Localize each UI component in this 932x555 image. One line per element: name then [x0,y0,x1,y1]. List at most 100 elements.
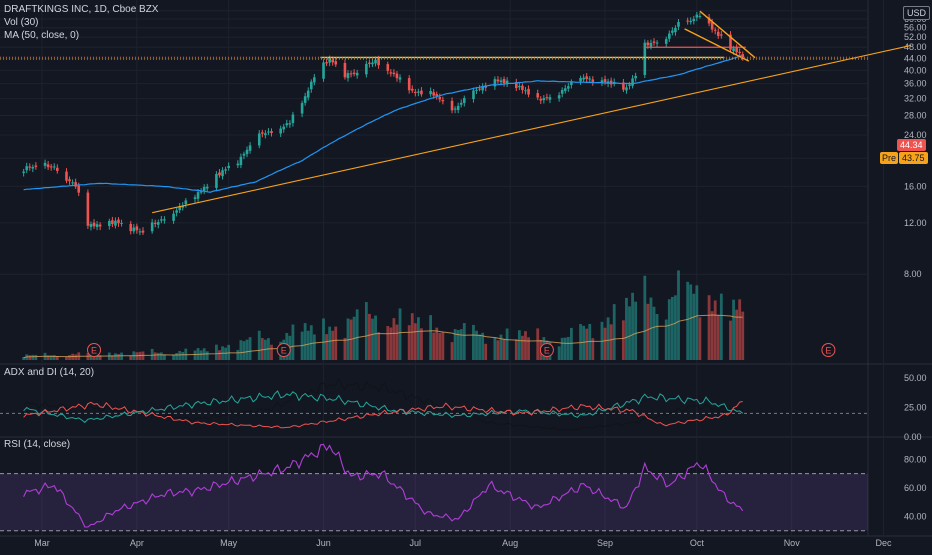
earnings-marker[interactable] [539,343,554,357]
wedge-lower-line[interactable] [684,28,750,62]
earnings-marker-label: E [91,346,97,356]
adx-tick-label: 0.00 [904,432,922,442]
volume-bar [407,325,411,360]
candle-body [414,91,417,93]
volume-bar [257,330,261,360]
volume-bar [622,320,625,360]
volume-bar [392,318,396,360]
volume-bar [239,340,243,360]
ma-label[interactable]: MA (50, close, 0) [4,30,80,41]
price-pane[interactable] [0,10,912,236]
candle-body [322,62,325,79]
volume-bar [236,349,240,360]
candle-body [328,58,331,63]
adx-tick-label: 25.00 [904,402,927,412]
volume-bar [527,337,530,360]
volume-bar [306,330,310,360]
candle-body [686,20,689,22]
volume-bar [218,350,221,360]
candle-body [502,78,506,84]
candle-body [668,33,671,39]
volume-bar [420,328,423,360]
candle-body [732,48,735,52]
volume-bar [591,338,595,360]
candle-body [368,62,371,64]
volume-bar [459,329,463,360]
volume-bar [609,324,613,360]
volume-bar [117,354,120,360]
candle-body [52,166,56,168]
volume-bar [355,309,359,360]
volume-bar [674,295,677,360]
currency-button[interactable]: USD [903,6,931,20]
volume-bar [453,329,457,360]
candle-body [481,86,484,91]
candle-body [521,85,524,90]
volume-bar [582,325,586,360]
volume-bar [309,325,313,360]
wedge-upper-line[interactable] [699,10,756,59]
volume-bar [475,330,478,360]
adx-series-minusdi [23,401,743,429]
candle-body [132,227,136,232]
volume-bar [563,337,567,360]
volume-bar [698,317,702,360]
candle-body [202,186,206,191]
candle-body [334,61,338,65]
candle-body [156,222,160,225]
volume-bar [588,323,592,360]
candle-body [625,87,628,91]
volume-label[interactable]: Vol (30) [4,17,39,28]
volume-bar [328,326,332,360]
volume-bar [398,308,402,360]
earnings-marker[interactable] [276,343,291,357]
volume-bar [55,356,59,360]
volume-bar [481,332,485,360]
support-trendline[interactable] [152,44,912,214]
candle-body [395,73,399,79]
candle-body [655,42,659,44]
candle-body [560,90,564,94]
rsi-pane[interactable] [0,443,868,532]
candle-body [536,93,540,98]
candle-body [175,210,178,213]
volume-bar [150,348,154,360]
ma-legend[interactable]: MA (50, close, 0) [4,30,79,42]
price-tick-label: 52.00 [904,32,927,42]
symbol-title[interactable]: DRAFTKINGS INC, 1D, Cboe BZX [4,4,159,15]
candle-body [707,17,711,24]
rsi-legend[interactable]: RSI (14, close) [4,439,70,451]
adx-legend[interactable]: ADX and DI (14, 20) [4,367,94,379]
volume-bar [377,332,380,360]
adx-pane[interactable] [0,377,868,431]
candle-body [261,132,264,134]
candle-body [591,79,595,83]
volume-bar [655,314,659,360]
earnings-marker[interactable] [821,343,836,357]
candle-body [352,72,356,74]
candle-body [218,172,221,176]
volume-bar [677,270,680,360]
candle-body [671,30,674,33]
volume-legend[interactable]: Vol (30) [4,17,38,29]
candle-body [478,88,481,90]
volume-bar [416,317,420,360]
rsi-tick-label: 60.00 [904,483,927,493]
candle-body [438,96,442,100]
candle-body [441,99,445,102]
candle-body [609,80,613,85]
volume-bar [536,328,540,360]
candle-body [515,82,518,89]
candle-body [150,222,154,232]
volume-bar [634,301,638,360]
candle-body [227,165,230,168]
rsi-label[interactable]: RSI (14, close) [4,439,71,450]
symbol-legend[interactable]: DRAFTKINGS INC, 1D, Cboe BZX [4,4,158,16]
x-tick-label: Apr [130,538,144,548]
earnings-marker[interactable] [87,343,102,357]
adx-label[interactable]: ADX and DI (14, 20) [4,367,95,378]
